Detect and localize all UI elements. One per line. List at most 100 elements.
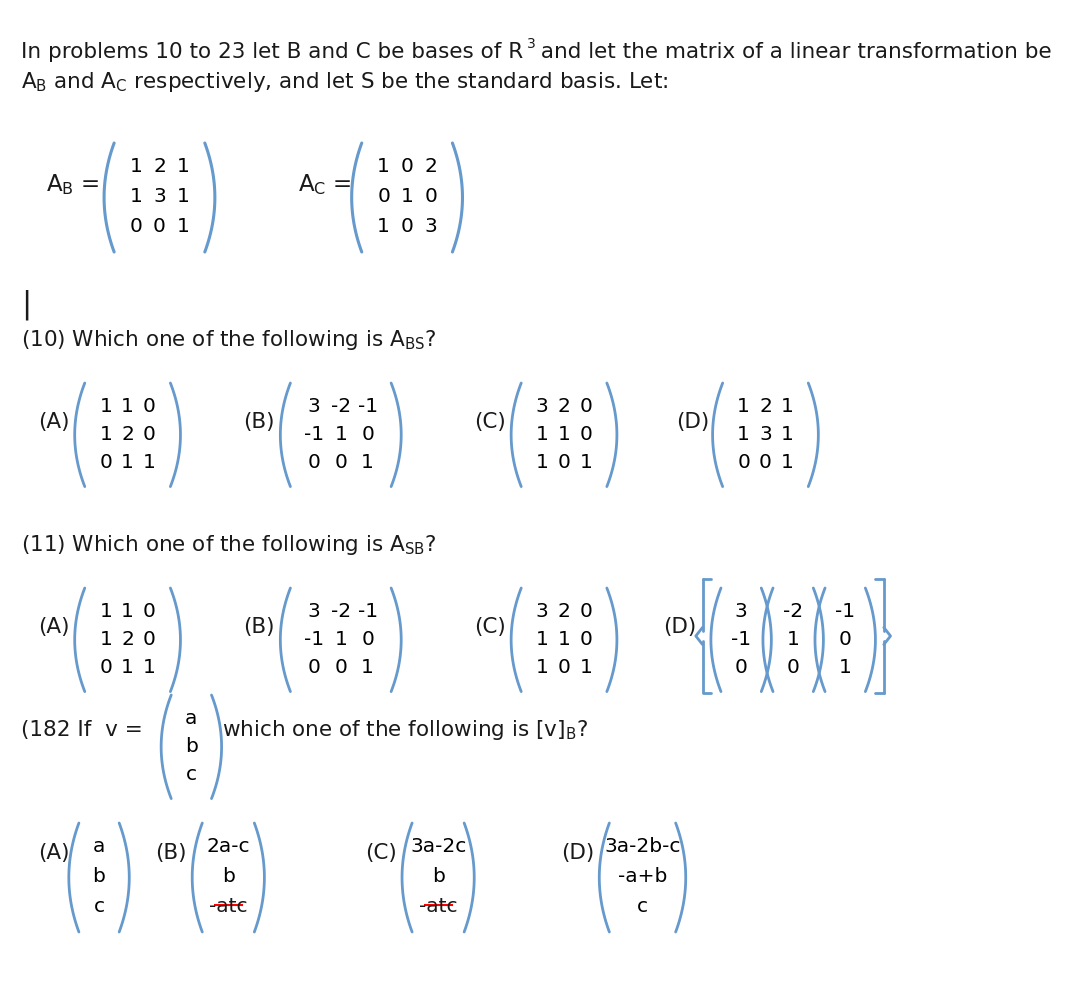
Text: 2: 2	[557, 601, 570, 620]
Text: b: b	[432, 867, 445, 886]
Text: (B): (B)	[243, 616, 275, 636]
Text: (D): (D)	[663, 616, 697, 636]
Text: 0: 0	[99, 657, 112, 676]
Text: 0: 0	[308, 452, 321, 471]
Text: c: c	[186, 764, 197, 783]
Text: 0: 0	[99, 452, 112, 471]
Text: 3: 3	[734, 601, 747, 620]
Text: 1: 1	[361, 657, 374, 676]
Text: 0: 0	[786, 657, 799, 676]
Text: A$_\mathregular{B}$ =: A$_\mathregular{B}$ =	[46, 172, 99, 197]
Text: (B): (B)	[243, 412, 275, 431]
Text: 0: 0	[579, 397, 592, 415]
Text: 1: 1	[99, 601, 112, 620]
Text: A$_\mathregular{C}$ =: A$_\mathregular{C}$ =	[298, 172, 352, 197]
Text: 2: 2	[121, 629, 134, 648]
Text: 1: 1	[99, 629, 112, 648]
Text: 1: 1	[536, 657, 549, 676]
Text: -1: -1	[357, 397, 378, 415]
Text: 3: 3	[153, 187, 166, 207]
Text: 1: 1	[579, 657, 592, 676]
Text: 2: 2	[424, 157, 437, 176]
Text: 3: 3	[536, 601, 549, 620]
Text: 3: 3	[527, 37, 536, 51]
Text: (D): (D)	[676, 412, 708, 431]
Text: 3: 3	[536, 397, 549, 415]
Text: 1: 1	[536, 452, 549, 471]
Text: -1: -1	[731, 629, 752, 648]
Text: 0: 0	[143, 629, 156, 648]
Text: a: a	[93, 837, 105, 856]
Text: 1: 1	[130, 157, 143, 176]
Text: (182 If  v =: (182 If v =	[21, 720, 143, 740]
Text: 1: 1	[176, 187, 189, 207]
Text: -1: -1	[835, 601, 855, 620]
Text: 0: 0	[401, 157, 414, 176]
Text: 0: 0	[143, 601, 156, 620]
Text: (A): (A)	[38, 842, 69, 862]
Text: b: b	[93, 867, 106, 886]
Text: 1: 1	[121, 397, 134, 415]
Text: 0: 0	[579, 629, 592, 648]
Text: 1: 1	[99, 397, 112, 415]
Text: 1: 1	[557, 629, 570, 648]
Text: 1: 1	[401, 187, 414, 207]
Text: 0: 0	[361, 629, 374, 648]
Text: (B): (B)	[156, 842, 187, 862]
Text: -2: -2	[330, 397, 351, 415]
Text: 1: 1	[377, 157, 390, 176]
Text: 0: 0	[308, 657, 321, 676]
Text: 0: 0	[734, 657, 747, 676]
Text: 1: 1	[143, 452, 156, 471]
Text: 1: 1	[143, 657, 156, 676]
Text: 0: 0	[377, 187, 390, 207]
Text: 0: 0	[839, 629, 852, 648]
Text: 1: 1	[781, 397, 794, 415]
Text: 1: 1	[786, 629, 799, 648]
Text: 0: 0	[335, 657, 347, 676]
Text: c: c	[94, 897, 105, 915]
Text: -1: -1	[303, 424, 324, 443]
Text: 3: 3	[759, 424, 772, 443]
Text: 0: 0	[153, 218, 166, 237]
Text: 1: 1	[536, 629, 549, 648]
Text: (D): (D)	[561, 842, 594, 862]
Text: 1: 1	[121, 452, 134, 471]
Text: 0: 0	[759, 452, 772, 471]
Text: 0: 0	[557, 452, 570, 471]
Text: 1: 1	[738, 424, 751, 443]
Text: -2: -2	[783, 601, 804, 620]
Text: 0: 0	[424, 187, 437, 207]
Text: 1: 1	[738, 397, 751, 415]
Text: 1: 1	[99, 424, 112, 443]
Text: 3a-2b-c: 3a-2b-c	[605, 837, 680, 856]
Text: 2: 2	[121, 424, 134, 443]
Text: 1: 1	[557, 424, 570, 443]
Text: 1: 1	[335, 424, 347, 443]
Text: 0: 0	[130, 218, 143, 237]
Text: 2: 2	[759, 397, 772, 415]
Text: 3: 3	[308, 601, 321, 620]
Text: 0: 0	[579, 424, 592, 443]
Text: |: |	[21, 289, 31, 320]
Text: 3: 3	[308, 397, 321, 415]
Text: (11) Which one of the following is A$_\mathregular{SB}$?: (11) Which one of the following is A$_\m…	[21, 533, 436, 557]
Text: (C): (C)	[474, 412, 505, 431]
Text: 1: 1	[781, 452, 794, 471]
Text: 1: 1	[176, 157, 189, 176]
Text: 1: 1	[839, 657, 852, 676]
Text: 1: 1	[130, 187, 143, 207]
Text: b: b	[185, 737, 198, 755]
Text: 1: 1	[121, 601, 134, 620]
Text: 0: 0	[143, 397, 156, 415]
Text: b: b	[221, 867, 234, 886]
Text: -atc: -atc	[419, 897, 457, 915]
Text: 0: 0	[579, 601, 592, 620]
Text: 1: 1	[579, 452, 592, 471]
Text: 0: 0	[738, 452, 751, 471]
Text: -1: -1	[357, 601, 378, 620]
Text: 2: 2	[153, 157, 166, 176]
Text: 3: 3	[424, 218, 437, 237]
Text: 2: 2	[557, 397, 570, 415]
Text: (A): (A)	[38, 412, 69, 431]
